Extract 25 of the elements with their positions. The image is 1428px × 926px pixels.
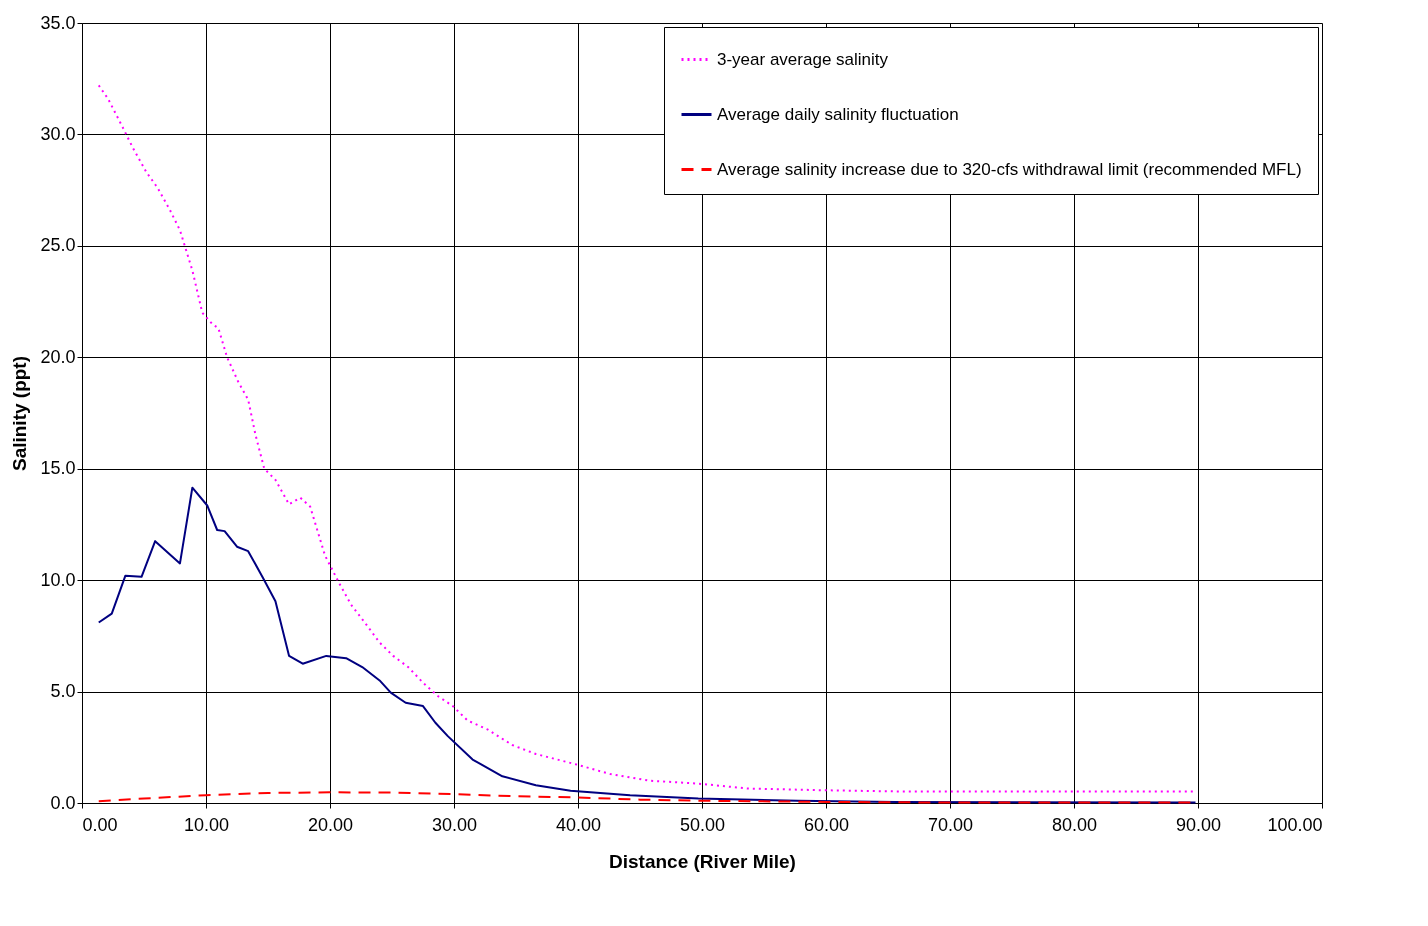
- y-tick-label: 25.0: [40, 235, 76, 256]
- x-tick-label: 100.00: [1267, 814, 1323, 835]
- x-tick-label: 70.00: [927, 814, 974, 835]
- legend-label: 3-year average salinity: [717, 49, 889, 69]
- x-tick-label: 60.00: [803, 814, 850, 835]
- x-tick-label: 40.00: [555, 814, 602, 835]
- x-tick-label: 80.00: [1051, 814, 1098, 835]
- x-tick-label: 50.00: [679, 814, 726, 835]
- y-tick-label: 35.0: [40, 12, 76, 33]
- y-tick-label: 20.0: [40, 346, 76, 367]
- x-tick-label: 20.00: [307, 814, 354, 835]
- x-tick-label: 30.00: [431, 814, 478, 835]
- x-axis-title: Distance (River Mile): [609, 850, 796, 872]
- y-tick-label: 15.0: [40, 458, 76, 479]
- y-axis-title: Salinity (ppt): [9, 355, 31, 472]
- x-tick-label: 90.00: [1175, 814, 1222, 835]
- line-series: [97, 486, 1197, 804]
- legend-label: Average daily salinity fluctuation: [717, 104, 959, 124]
- x-tick-label: 0.00: [82, 814, 118, 835]
- y-tick-label: 10.0: [40, 569, 76, 590]
- y-tick-label: 5.0: [50, 681, 76, 702]
- legend-label: Average salinity increase due to 320-cfs withdrawal limit (recommended MFL): [717, 159, 1302, 179]
- y-tick-label: 0.0: [50, 792, 76, 813]
- x-tick-label: 10.00: [183, 814, 230, 835]
- y-tick-label: 30.0: [40, 123, 76, 144]
